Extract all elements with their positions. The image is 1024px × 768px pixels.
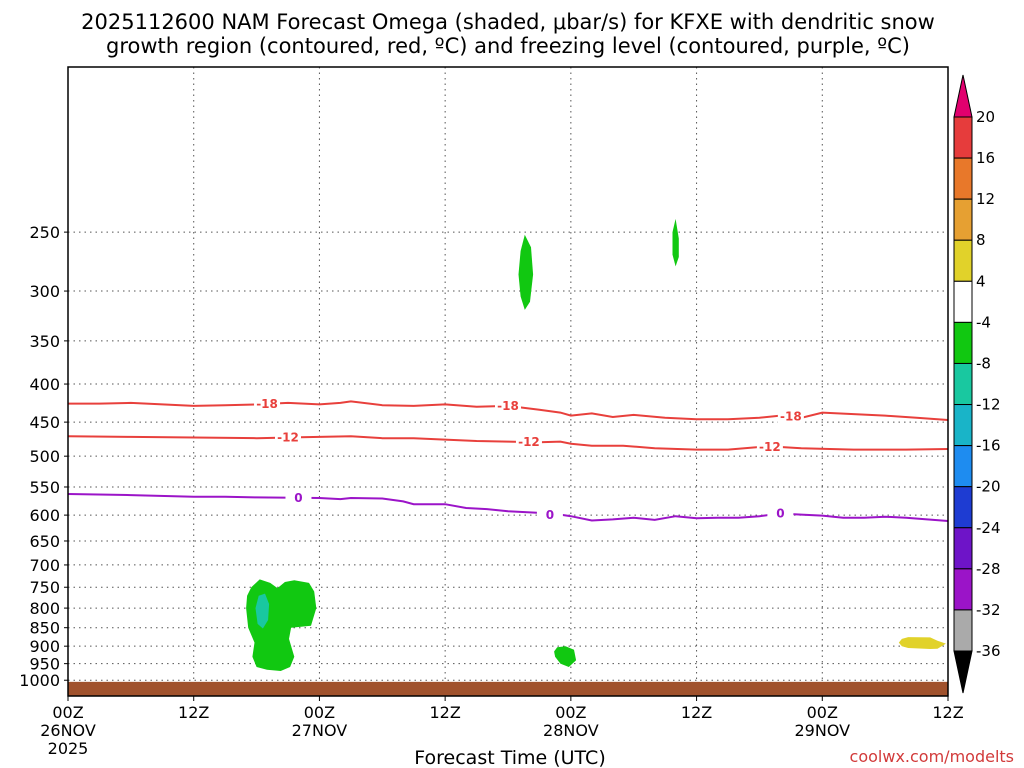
colorbar-segment (953, 568, 973, 611)
contour-label: -12 (518, 435, 540, 449)
colorbar-tick-label: 20 (976, 108, 995, 126)
contour-label-bg (767, 505, 794, 522)
colorbar-top-arrow (953, 74, 973, 118)
omega-region (898, 637, 946, 649)
colorbar-tick-label: -32 (976, 601, 1001, 619)
contour-label-bg (536, 507, 563, 524)
x-tick-label: 26NOV (40, 721, 96, 740)
colorbar-tick-label: -8 (976, 354, 991, 372)
contour-label-bg (756, 438, 783, 455)
omega-region (554, 646, 577, 667)
x-tick-label: 29NOV (794, 721, 850, 740)
contour-label: -18 (497, 399, 519, 413)
x-tick-label: 12Z (429, 703, 460, 722)
y-tick-label: 400 (29, 375, 60, 394)
x-tick-label: 00Z (555, 703, 586, 722)
y-tick-label: 550 (29, 478, 60, 497)
y-tick-label: 800 (29, 599, 60, 618)
colorbar-segment (953, 157, 973, 200)
y-tick-label: 500 (29, 447, 60, 466)
y-tick-label: 600 (29, 506, 60, 525)
colorbar-segment (953, 321, 973, 364)
colorbar-segment (953, 527, 973, 570)
contour-line (67, 435, 949, 451)
y-tick-label: 900 (29, 637, 60, 656)
colorbar-segment (953, 116, 973, 159)
contour-label-bg (275, 429, 301, 446)
colorbar-tick-label: -36 (976, 642, 1001, 660)
x-tick-label: 12Z (932, 703, 963, 722)
y-axis-ticks: 2503003504004505005506006507007508008509… (19, 223, 68, 690)
colorbar-tick-label: 16 (976, 149, 995, 167)
colorbar-tick-label: -4 (976, 313, 991, 331)
contour-label: -12 (277, 431, 299, 445)
chart-title-line1: 2025112600 NAM Forecast Omega (shaded, μ… (81, 10, 935, 34)
x-tick-label: 00Z (807, 703, 838, 722)
colorbar-segment (953, 486, 973, 529)
colorbar-tick-label: -16 (976, 437, 1001, 455)
colorbar-segment (953, 280, 973, 323)
contour-label-bg (254, 395, 281, 412)
colorbar-tick-label: -12 (976, 396, 1001, 414)
gridlines (68, 67, 948, 696)
y-tick-label: 750 (29, 578, 60, 597)
omega-shading-layer (246, 218, 946, 671)
y-tick-label: 950 (29, 655, 60, 674)
contour-label: 0 (294, 491, 302, 505)
omega-region (672, 218, 679, 267)
x-tick-label: 27NOV (292, 721, 348, 740)
y-tick-label: 450 (29, 413, 60, 432)
x-tick-label: 28NOV (543, 721, 599, 740)
y-tick-label: 700 (29, 556, 60, 575)
contour-label: 0 (546, 508, 554, 522)
colorbar-tick-label: 8 (976, 231, 986, 249)
y-tick-label: 250 (29, 223, 60, 242)
colorbar-segment (953, 404, 973, 447)
x-tick-label: 00Z (52, 703, 83, 722)
contour-label: 0 (776, 506, 784, 520)
x-tick-label: 12Z (178, 703, 209, 722)
credit-link[interactable]: coolwx.com/modelts (850, 747, 1014, 766)
colorbar-segment (953, 609, 973, 652)
plot-frame (67, 66, 949, 697)
x-axis-label: Forecast Time (UTC) (414, 747, 605, 768)
chart-title-line2: growth region (contoured, red, ºC) and f… (106, 34, 910, 58)
colorbar-segment (953, 445, 973, 488)
contour-label-bg (285, 489, 312, 506)
colorbar-tick-label: -24 (976, 519, 1001, 537)
contour-line (67, 493, 949, 522)
colorbar-tick-label: -20 (976, 478, 1001, 496)
x-tick-label: 2025 (48, 739, 89, 758)
omega-region (246, 579, 317, 671)
contour-layer: -18 -18 -18 -12 -12 -12 0 0 0 (67, 395, 949, 524)
terrain-strip (68, 681, 948, 696)
contour-label: -18 (256, 397, 278, 411)
y-tick-label: 850 (29, 619, 60, 638)
y-tick-label: 1000 (19, 671, 60, 690)
colorbar-tick-label: 12 (976, 190, 995, 208)
colorbar-segment (953, 362, 973, 406)
colorbar-tick-label: 4 (976, 272, 986, 290)
contour-label-bg (515, 434, 542, 451)
x-tick-label: 00Z (304, 703, 335, 722)
colorbar-segment (953, 239, 973, 282)
colorbar-tick-label: -28 (976, 560, 1001, 578)
y-tick-label: 350 (29, 332, 60, 351)
colorbar-bottom-arrow (953, 650, 973, 694)
contour-label-bg (495, 397, 521, 414)
y-tick-label: 650 (29, 532, 60, 551)
y-tick-label: 300 (29, 282, 60, 301)
x-tick-label: 12Z (681, 703, 712, 722)
contour-label: -12 (759, 440, 781, 454)
omega-region (518, 234, 534, 310)
colorbar: 20 16 12 8 4 -4 -8 -12 -16 -20 -24 -28 -32 -36 (953, 74, 1001, 694)
omega-region (255, 593, 270, 629)
colorbar-segment (953, 198, 973, 241)
terrain-layer (68, 681, 948, 696)
contour-label: -18 (780, 410, 802, 424)
contour-label-bg (777, 408, 804, 425)
